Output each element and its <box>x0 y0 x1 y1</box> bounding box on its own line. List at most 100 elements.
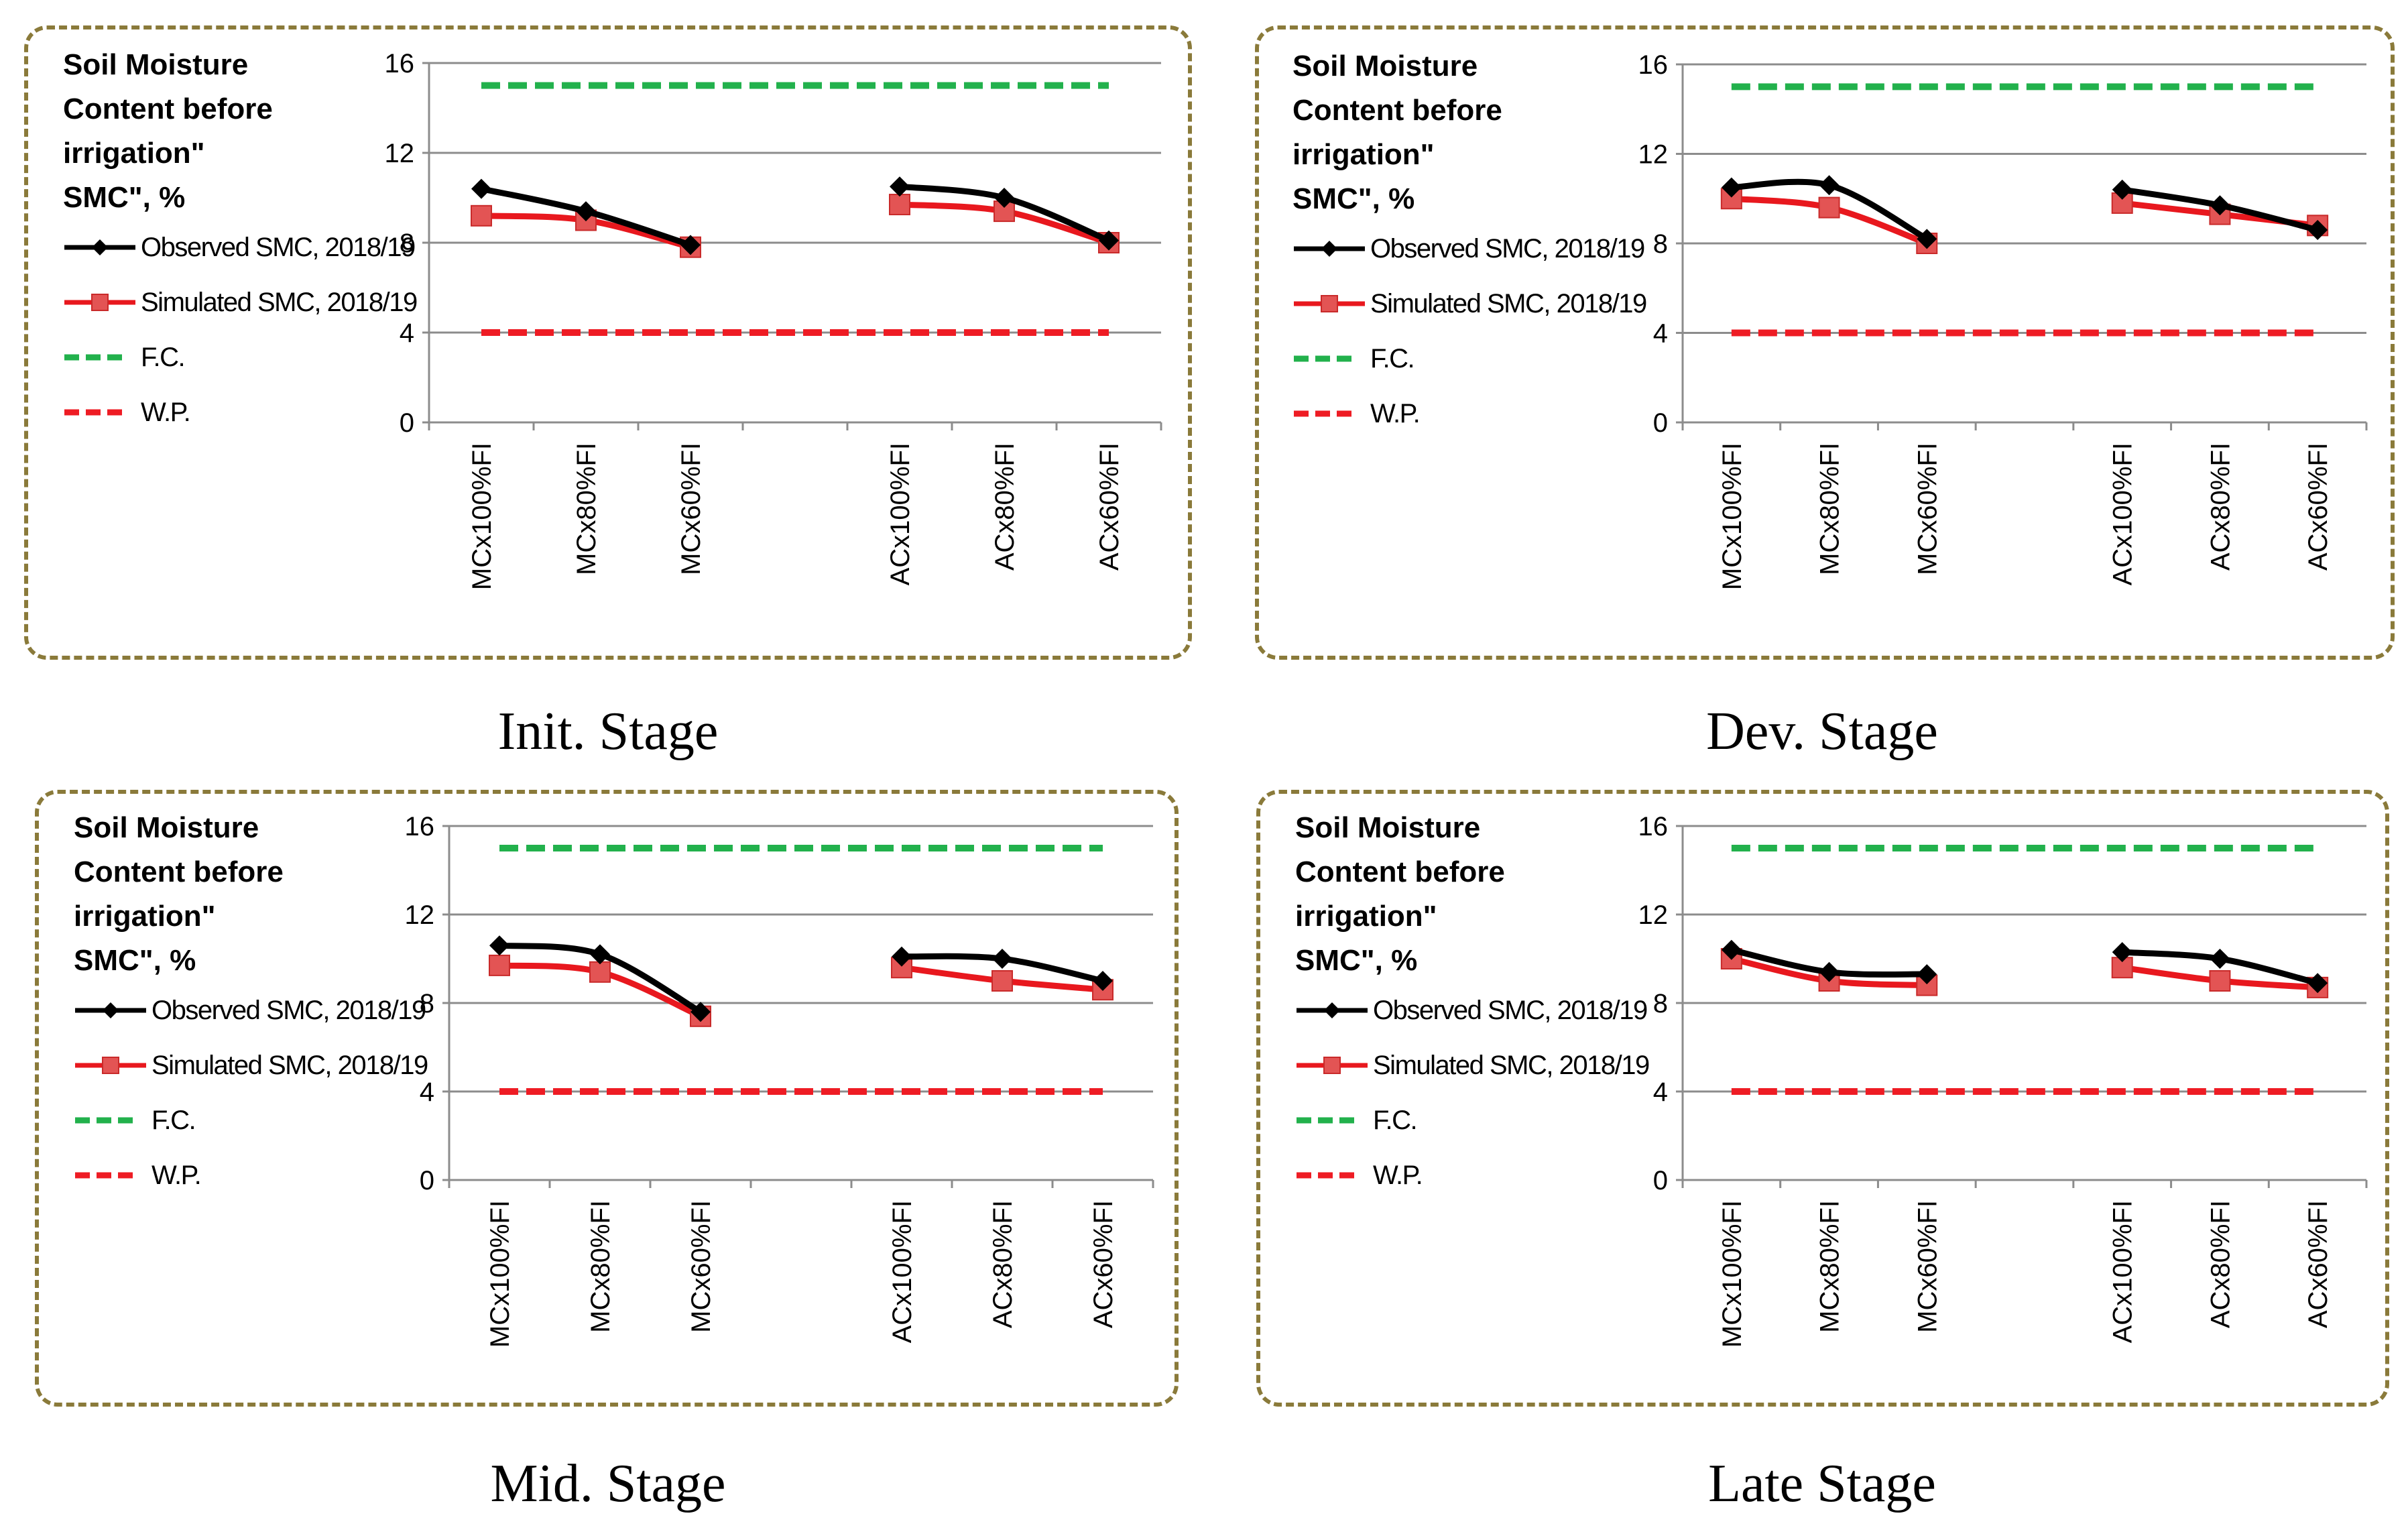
y-tick-label: 8 <box>400 229 414 258</box>
x-tick-label: ACx80%FI <box>988 1200 1018 1328</box>
legend-label: W.P. <box>1370 398 1421 428</box>
observed-point <box>471 178 491 199</box>
legend-label: F.C. <box>141 342 186 372</box>
legend-mid: Soil Moisture Content before irrigation"… <box>74 806 428 1203</box>
legend-label: W.P. <box>141 397 191 427</box>
y-tick-label: 12 <box>1638 900 1669 930</box>
observed-point <box>680 235 701 255</box>
y-tick-label: 0 <box>400 408 414 438</box>
observed-point <box>2210 949 2230 969</box>
observed-line-diamond-icon <box>1294 241 1365 257</box>
simulated-line-square-icon <box>1297 1057 1368 1074</box>
y-axis-title-line: Soil Moisture <box>74 811 259 844</box>
x-tick-label: MCx100%FI <box>485 1200 515 1348</box>
y-tick-label: 4 <box>400 318 414 348</box>
simulated-line-square-icon <box>64 294 135 311</box>
x-tick-label: MCx80%FI <box>572 442 601 575</box>
legend-label: F.C. <box>1370 343 1415 373</box>
simulated-point <box>891 957 912 979</box>
legend-item-wp: W.P. <box>1295 1148 1649 1203</box>
x-tick-label: MCx80%FI <box>1815 442 1845 575</box>
legend-item-observed: Observed SMC, 2018/19 <box>1292 221 1646 276</box>
y-axis-title-line: irrigation" <box>1295 900 1437 933</box>
observed-point <box>1721 177 1742 198</box>
legend-item-fc: F.C. <box>63 330 417 385</box>
chart-panel-late <box>1256 790 2389 1407</box>
y-axis-title-line: Soil Moisture <box>63 48 249 81</box>
observed-point <box>2307 219 2328 240</box>
legend-label: Observed SMC, 2018/19 <box>1373 995 1648 1025</box>
observed-point <box>1721 939 1742 960</box>
legend-label: Observed SMC, 2018/19 <box>141 232 416 262</box>
y-axis-title-line: SMC", % <box>74 944 196 977</box>
legend-item-observed: Observed SMC, 2018/19 <box>74 983 428 1038</box>
legend-label: Simulated SMC, 2018/19 <box>1373 1050 1650 1080</box>
y-axis-title-line: SMC", % <box>1295 944 1418 977</box>
legend-item-simulated: Simulated SMC, 2018/19 <box>63 275 418 330</box>
observed-point <box>489 935 509 956</box>
legend-item-simulated: Simulated SMC, 2018/19 <box>1295 1038 1650 1093</box>
observed-point <box>590 944 610 965</box>
y-axis-title-line: irrigation" <box>74 900 216 933</box>
legend-label: F.C. <box>1373 1105 1418 1135</box>
chart-panel-init <box>24 25 1192 660</box>
x-tick-label: ACx80%FI <box>2206 1200 2235 1328</box>
y-axis-title-line: SMC", % <box>63 181 186 214</box>
chart-panel-dev <box>1255 25 2395 660</box>
fc-dashed-line-icon <box>64 354 123 361</box>
y-tick-label: 16 <box>1638 812 1669 841</box>
legend-item-simulated: Simulated SMC, 2018/19 <box>1292 276 1647 331</box>
x-tick-label: MCx100%FI <box>1718 442 1747 590</box>
y-axis-title: Soil Moisture Content before irrigation"… <box>74 806 428 983</box>
legend-label: Observed SMC, 2018/19 <box>1370 233 1645 263</box>
legend-init: Soil Moisture Content before irrigation"… <box>63 43 418 440</box>
y-tick-label: 0 <box>1653 1166 1668 1195</box>
observed-line-diamond-icon <box>1297 1002 1368 1018</box>
y-axis-title-line: SMC", % <box>1292 182 1415 215</box>
simulated-line-square-icon <box>1294 295 1365 312</box>
y-axis-title-line: Content before <box>63 93 273 125</box>
y-tick-label: 12 <box>385 139 415 168</box>
simulated-point <box>2209 970 2231 992</box>
x-tick-label: ACx60%FI <box>1095 442 1124 571</box>
y-axis-title-line: Soil Moisture <box>1292 50 1478 82</box>
y-tick-label: 4 <box>420 1077 434 1107</box>
x-tick-label: MCx60%FI <box>1913 442 1942 575</box>
legend-item-observed: Observed SMC, 2018/19 <box>1295 983 1649 1038</box>
legend-label: Simulated SMC, 2018/19 <box>141 287 418 317</box>
observed-point <box>1819 175 1840 196</box>
observed-point <box>576 201 596 222</box>
wp-dashed-line-icon <box>1294 410 1353 417</box>
x-tick-label: ACx80%FI <box>990 442 1020 571</box>
x-tick-label: ACx60%FI <box>2303 442 2333 571</box>
simulated-line-square-icon <box>75 1057 146 1074</box>
observed-point <box>2112 942 2132 963</box>
legend-late: Soil Moisture Content before irrigation"… <box>1295 806 1650 1203</box>
legend-item-fc: F.C. <box>1292 331 1646 386</box>
x-tick-label: MCx60%FI <box>676 442 706 575</box>
observed-point <box>1917 964 1937 985</box>
legend-item-wp: W.P. <box>63 385 417 440</box>
legend-label: Simulated SMC, 2018/19 <box>152 1050 428 1080</box>
legend-label: Observed SMC, 2018/19 <box>152 995 426 1025</box>
y-tick-label: 16 <box>1638 50 1669 80</box>
x-tick-label: ACx60%FI <box>1089 1200 1118 1328</box>
observed-point <box>1819 961 1840 982</box>
observed-point <box>1917 229 1937 249</box>
simulated-point <box>1818 196 1840 219</box>
chart-panel-mid <box>35 790 1179 1407</box>
observed-point <box>1093 971 1113 991</box>
legend-item-simulated: Simulated SMC, 2018/19 <box>74 1038 428 1093</box>
legend-item-wp: W.P. <box>74 1148 428 1203</box>
x-tick-label: ACx100%FI <box>2108 1200 2138 1343</box>
stage-title-late: Late Stage <box>1708 1454 1936 1513</box>
y-axis-title-line: Content before <box>1295 856 1505 888</box>
y-axis-title: Soil Moisture Content before irrigation"… <box>1295 806 1649 983</box>
x-tick-label: MCx80%FI <box>586 1200 615 1333</box>
y-tick-label: 12 <box>405 900 435 930</box>
observed-point <box>1099 230 1119 251</box>
y-axis-title: Soil Moisture Content before irrigation"… <box>1292 44 1646 221</box>
